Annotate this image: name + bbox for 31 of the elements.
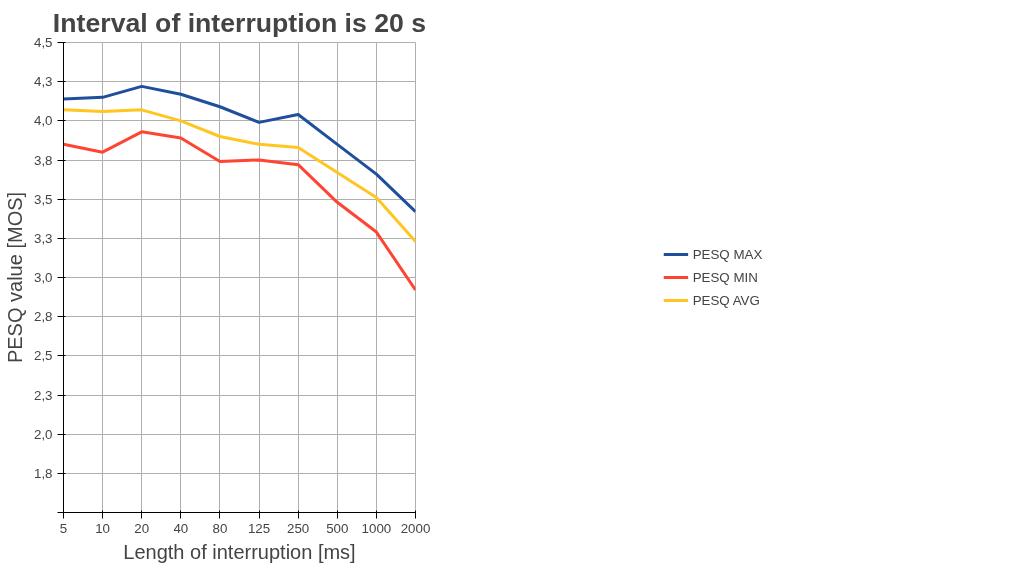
y-tick-label: 2,8 [33, 309, 53, 325]
y-tick-label: 1,8 [33, 465, 53, 481]
x-tick-label: 10 [95, 520, 111, 536]
y-tick-label: 2,0 [33, 426, 53, 442]
x-axis-title: Length of interruption [ms] [123, 540, 356, 563]
y-tick-label: 2,3 [33, 387, 53, 403]
line-series [63, 84, 416, 214]
y-tick-label: 3,5 [33, 191, 53, 207]
y-tick-label: 4,0 [33, 113, 53, 129]
x-tick-label: 1000 [361, 520, 392, 536]
x-tick-label: 250 [287, 520, 310, 536]
line-series [63, 108, 416, 243]
y-tick-label: 3,8 [33, 152, 53, 168]
y-tick-label: 3,0 [33, 270, 53, 285]
legend-label: PESQ MIN [692, 269, 758, 285]
y-tick-label: 4,3 [33, 74, 53, 90]
x-tick-label: 40 [173, 520, 189, 536]
y-tick-label: 4,5 [33, 35, 53, 50]
legend-label: PESQ AVG [692, 292, 760, 308]
y-tick-label: 3,3 [33, 230, 53, 246]
x-tick-label: 500 [326, 520, 349, 536]
x-tick-label: 5 [59, 520, 68, 536]
y-axis-title: PESQ value [MOS] [3, 191, 26, 364]
x-tick-label: 80 [212, 520, 228, 536]
legend-label: PESQ MAX [692, 246, 763, 262]
line-series [63, 130, 416, 292]
y-tick-label: 2,5 [33, 348, 53, 364]
chart-title: Interval of interruption is 20 s [52, 7, 427, 38]
x-tick-label: 20 [134, 520, 150, 536]
x-tick-label: 125 [247, 520, 271, 536]
x-tick-label: 2000 [400, 520, 431, 536]
